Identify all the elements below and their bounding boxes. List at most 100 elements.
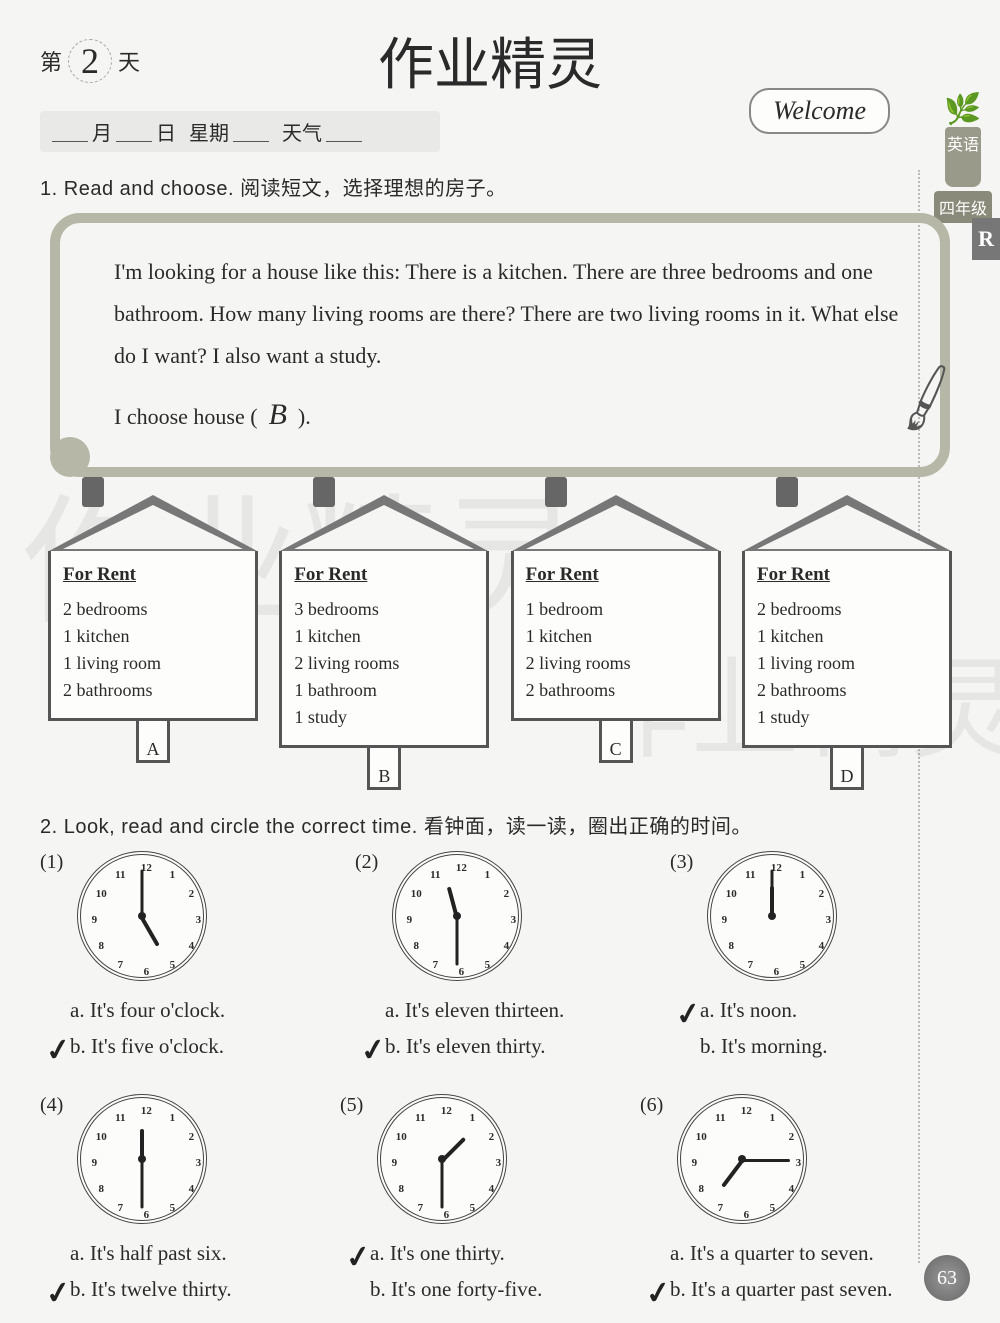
house-card: For Rent 3 bedrooms1 kitchen2 living room… bbox=[279, 495, 489, 790]
tick-icon: ✓ bbox=[42, 1023, 71, 1052]
options: a. It's half past six.✓b. It's twelve th… bbox=[40, 1236, 330, 1307]
item-number: (6) bbox=[640, 1094, 663, 1117]
house-card: For Rent 2 bedrooms1 kitchen1 living room… bbox=[48, 495, 258, 790]
house-body: For Rent 2 bedrooms1 kitchen1 living room… bbox=[742, 551, 952, 748]
house-line: 2 bathrooms bbox=[757, 677, 937, 704]
house-line: 2 bedrooms bbox=[757, 596, 937, 623]
side-tab: 🌿 英语 四年级 bbox=[934, 92, 992, 223]
houses-row: For Rent2 bedrooms1 kitchen1 living room… bbox=[48, 495, 952, 790]
clock-item: (4) 123456789101112 a. It's half past six.… bbox=[40, 1094, 330, 1307]
center-dot-icon bbox=[138, 1155, 146, 1163]
edition-tab: R bbox=[972, 218, 1000, 260]
house-line: 1 study bbox=[294, 704, 474, 731]
tick-icon: ✓ bbox=[357, 1023, 386, 1052]
house-line: 2 bedrooms bbox=[63, 596, 243, 623]
tick-icon: ✓ bbox=[642, 1266, 671, 1295]
roof-icon bbox=[512, 495, 720, 551]
hour-hand bbox=[721, 1160, 743, 1188]
house-line: 1 study bbox=[757, 704, 937, 731]
minute-hand bbox=[141, 869, 144, 917]
clock-face: 123456789101112 bbox=[77, 851, 207, 981]
day-number: 2 bbox=[68, 39, 112, 83]
center-dot-icon bbox=[738, 1155, 746, 1163]
q1-heading: 1. Read and choose. 阅读短文，选择理想的房子。 bbox=[40, 172, 960, 201]
day-suffix: 天 bbox=[118, 45, 140, 77]
roof-icon bbox=[280, 495, 488, 551]
brush-title: 作业精灵 bbox=[378, 20, 602, 101]
option-b: b. It's one forty-five. bbox=[348, 1272, 630, 1308]
subject-label: 英语 bbox=[945, 127, 981, 187]
house-line: 1 bedroom bbox=[526, 596, 706, 623]
for-rent-label: For Rent bbox=[757, 561, 937, 590]
house-line: 3 bedrooms bbox=[294, 596, 474, 623]
house-line: 1 kitchen bbox=[526, 623, 706, 650]
minute-hand bbox=[441, 1161, 444, 1209]
option-b: ✓b. It's five o'clock. bbox=[48, 1029, 330, 1065]
item-number: (4) bbox=[40, 1094, 63, 1117]
options: ✓a. It's one thirty.b. It's one forty-fi… bbox=[340, 1236, 630, 1307]
item-number: (5) bbox=[340, 1094, 363, 1117]
for-rent-label: For Rent bbox=[526, 561, 706, 590]
house-line: 1 kitchen bbox=[63, 623, 243, 650]
option-a: a. It's four o'clock. bbox=[48, 993, 330, 1029]
welcome-badge: Welcome bbox=[749, 88, 890, 134]
house-line: 1 kitchen bbox=[757, 623, 937, 650]
option-a: ✓a. It's noon. bbox=[678, 993, 960, 1029]
date-row: 月 日 星期 天气 bbox=[40, 111, 440, 152]
option-a: ✓a. It's one thirty. bbox=[348, 1236, 630, 1272]
clock-item: (1)123456789101112a. It's four o'clock.✓… bbox=[40, 851, 330, 1064]
option-b: ✓b. It's a quarter past seven. bbox=[648, 1272, 960, 1308]
house-line: 1 kitchen bbox=[294, 623, 474, 650]
clocks-area: (1)123456789101112a. It's four o'clock.✓… bbox=[40, 851, 960, 1308]
clock-face: 123456789101112 bbox=[77, 1094, 207, 1224]
house-line: 2 bathrooms bbox=[63, 677, 243, 704]
page-number: 63 bbox=[924, 1255, 970, 1301]
house-label: A bbox=[136, 721, 170, 763]
options: a. It's eleven thirteen.✓b. It's eleven … bbox=[355, 993, 645, 1064]
item-number: (3) bbox=[670, 851, 693, 874]
house-label: B bbox=[367, 748, 401, 790]
option-b: b. It's morning. bbox=[678, 1029, 960, 1065]
option-b: ✓b. It's twelve thirty. bbox=[48, 1272, 330, 1308]
option-a: a. It's eleven thirteen. bbox=[363, 993, 645, 1029]
minute-hand bbox=[771, 869, 774, 917]
center-dot-icon bbox=[138, 912, 146, 920]
house-line: 1 bathroom bbox=[294, 677, 474, 704]
house-line: 2 living rooms bbox=[294, 650, 474, 677]
item-number: (2) bbox=[355, 851, 378, 874]
house-card: For Rent1 bedroom1 kitchen2 living rooms… bbox=[511, 495, 721, 790]
house-line: 1 living room bbox=[757, 650, 937, 677]
hour-hand bbox=[141, 917, 160, 947]
answer-letter: B bbox=[269, 398, 287, 431]
option-b: ✓b. It's eleven thirty. bbox=[363, 1029, 645, 1065]
house-body: For Rent 3 bedrooms1 kitchen2 living room… bbox=[279, 551, 489, 748]
roof-icon bbox=[743, 495, 951, 551]
options: a. It's four o'clock.✓b. It's five o'clo… bbox=[40, 993, 330, 1064]
minute-hand bbox=[742, 1159, 790, 1162]
for-rent-label: For Rent bbox=[294, 561, 474, 590]
house-body: For Rent1 bedroom1 kitchen2 living rooms… bbox=[511, 551, 721, 721]
house-line: 2 bathrooms bbox=[526, 677, 706, 704]
passage-box: I'm looking for a house like this: There… bbox=[50, 213, 950, 477]
house-body: For Rent 2 bedrooms1 kitchen1 living room… bbox=[48, 551, 258, 721]
house-label: D bbox=[830, 748, 864, 790]
passage-text: I'm looking for a house like this: There… bbox=[114, 251, 900, 376]
center-dot-icon bbox=[768, 912, 776, 920]
house-line: 1 living room bbox=[63, 650, 243, 677]
house-card: For Rent 2 bedrooms1 kitchen1 living room… bbox=[742, 495, 952, 790]
minute-hand bbox=[141, 1161, 144, 1209]
choose-line: I choose house ( B ). bbox=[114, 386, 900, 443]
clock-face: 123456789101112 bbox=[377, 1094, 507, 1224]
clock-item: (3)123456789101112✓a. It's noon.b. It's … bbox=[670, 851, 960, 1064]
q2-heading: 2. Look, read and circle the correct tim… bbox=[40, 810, 960, 839]
minute-hand bbox=[456, 917, 459, 965]
clock-item: (5) 123456789101112 ✓a. It's one thirty.b.… bbox=[340, 1094, 630, 1307]
tick-icon: ✓ bbox=[672, 987, 701, 1016]
roof-icon bbox=[49, 495, 257, 551]
day-label: 第 2 天 bbox=[40, 39, 140, 83]
option-a: a. It's half past six. bbox=[48, 1236, 330, 1272]
option-a: a. It's a quarter to seven. bbox=[648, 1236, 960, 1272]
for-rent-label: For Rent bbox=[63, 561, 243, 590]
clock-item: (6)123456789101112a. It's a quarter to s… bbox=[640, 1094, 960, 1307]
tick-icon: ✓ bbox=[342, 1231, 371, 1260]
